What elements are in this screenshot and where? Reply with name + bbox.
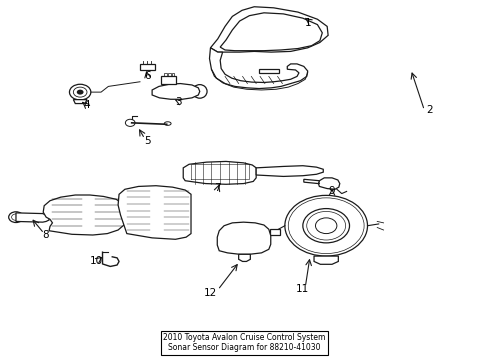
Text: 10: 10 — [89, 256, 102, 266]
Bar — [163, 73, 166, 76]
Polygon shape — [183, 161, 256, 184]
Polygon shape — [16, 213, 49, 222]
Text: 11: 11 — [296, 284, 309, 294]
Text: 1: 1 — [304, 18, 310, 28]
Polygon shape — [152, 84, 200, 99]
Polygon shape — [259, 68, 278, 73]
Text: 2: 2 — [425, 105, 432, 115]
Text: 8: 8 — [42, 230, 48, 240]
Circle shape — [125, 119, 135, 126]
Polygon shape — [313, 256, 338, 264]
Polygon shape — [256, 166, 323, 176]
Polygon shape — [210, 7, 327, 52]
Polygon shape — [140, 64, 154, 70]
Circle shape — [143, 210, 168, 229]
Circle shape — [302, 208, 349, 243]
Circle shape — [315, 218, 336, 234]
Circle shape — [285, 195, 367, 256]
Bar — [167, 73, 170, 76]
Circle shape — [77, 90, 83, 95]
Text: 7: 7 — [214, 183, 221, 193]
Ellipse shape — [192, 85, 206, 98]
Text: 4: 4 — [83, 100, 90, 110]
Polygon shape — [238, 254, 250, 261]
Polygon shape — [209, 48, 307, 89]
Text: 6: 6 — [143, 71, 150, 81]
Polygon shape — [217, 222, 270, 254]
Circle shape — [71, 203, 104, 227]
Polygon shape — [303, 179, 319, 184]
Polygon shape — [220, 13, 322, 51]
Polygon shape — [270, 229, 280, 235]
Polygon shape — [43, 195, 126, 235]
Polygon shape — [118, 186, 191, 239]
Circle shape — [79, 208, 97, 221]
Text: 12: 12 — [203, 288, 217, 297]
Circle shape — [144, 189, 167, 206]
Polygon shape — [161, 76, 176, 84]
Ellipse shape — [164, 122, 171, 125]
Text: 3: 3 — [175, 97, 182, 107]
Text: 9: 9 — [328, 186, 335, 196]
Text: 2010 Toyota Avalon Cruise Control System
Sonar Sensor Diagram for 88210-41030: 2010 Toyota Avalon Cruise Control System… — [163, 333, 325, 352]
Circle shape — [63, 197, 112, 233]
Polygon shape — [318, 178, 339, 189]
Circle shape — [136, 205, 175, 234]
Text: 5: 5 — [143, 136, 150, 146]
Polygon shape — [73, 100, 87, 104]
Circle shape — [69, 84, 91, 100]
Ellipse shape — [229, 228, 259, 247]
Bar — [171, 73, 174, 76]
Ellipse shape — [9, 212, 23, 222]
